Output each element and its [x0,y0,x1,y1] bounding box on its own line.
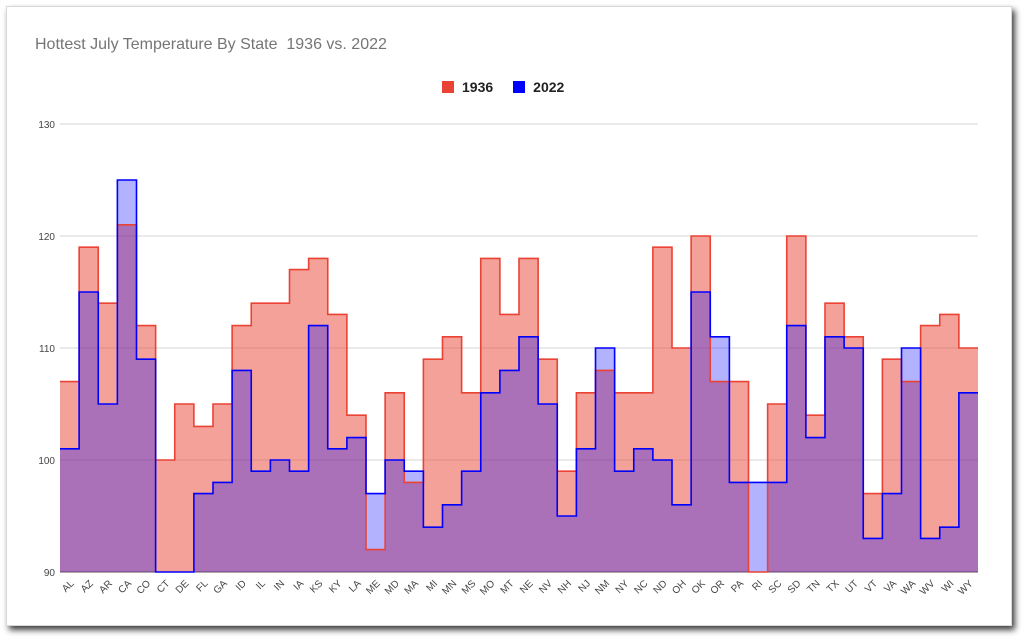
legend-swatch-1936 [442,81,454,93]
x-tick-PA: PA [729,578,746,595]
x-tick-OH: OH [670,578,688,596]
x-tick-IA: IA [292,578,307,593]
x-tick-NE: NE [518,578,536,596]
x-tick-SC: SC [767,578,785,596]
x-tick-MT: MT [499,578,517,596]
x-tick-AZ: AZ [79,578,96,595]
x-tick-ND: ND [652,578,670,596]
x-tick-AR: AR [97,578,115,596]
x-tick-KS: KS [308,578,325,595]
x-tick-WV: WV [918,578,937,597]
x-tick-NH: NH [556,578,574,596]
series-lines [60,179,978,573]
x-tick-GA: GA [212,578,230,596]
legend-swatch-2022 [513,81,526,93]
legend-label-1936: 1936 [462,79,494,95]
x-tick-TX: TX [825,578,842,595]
y-tick-100: 100 [38,456,55,467]
legend-label-2022: 2022 [533,79,565,95]
x-tick-NV: NV [537,578,555,596]
x-tick-OK: OK [690,578,708,596]
x-tick-RI: RI [750,578,765,593]
x-tick-IN: IN [272,578,287,593]
x-tick-NC: NC [632,578,650,596]
x-tick-ME: ME [364,578,383,597]
y-tick-120: 120 [38,232,55,243]
x-tick-MA: MA [403,578,422,597]
x-tick-TN: TN [805,578,822,595]
x-tick-NJ: NJ [577,578,593,594]
x-tick-NM: NM [593,578,612,597]
series-areas [60,180,978,573]
legend-item-2022[interactable]: 2022 [513,79,564,95]
chart-legend: 1936 2022 [442,79,584,95]
x-tick-VA: VA [882,578,899,595]
x-tick-WA: WA [899,578,918,597]
x-tick-IL: IL [254,578,268,592]
y-tick-90: 90 [44,568,56,579]
x-tick-CO: CO [135,578,154,597]
y-tick-130: 130 [38,120,55,131]
y-tick-labels: 90 100 110 120 130 [38,120,55,579]
x-tick-FL: FL [195,578,211,594]
x-tick-NY: NY [614,578,632,596]
x-tick-UT: UT [844,578,861,595]
x-tick-CA: CA [116,578,134,596]
x-tick-MO: MO [478,578,497,597]
x-tick-AL: AL [60,578,77,595]
line-2022 [60,179,978,573]
x-tick-WY: WY [956,578,975,597]
chart-title: Hottest July Temperature By State 1936 v… [35,36,387,53]
x-tick-MD: MD [383,578,402,597]
x-tick-CT: CT [155,578,172,595]
legend-item-1936[interactable]: 1936 [442,79,493,95]
x-tick-ID: ID [234,578,249,593]
y-tick-110: 110 [39,344,55,355]
x-tick-OR: OR [709,578,727,596]
x-tick-MS: MS [460,578,479,597]
x-tick-WI: WI [940,578,956,594]
x-tick-DE: DE [174,578,192,596]
x-tick-MN: MN [440,578,459,597]
x-tick-LA: LA [347,578,364,595]
area-2022 [60,180,978,572]
x-tick-VT: VT [863,578,880,595]
x-tick-MI: MI [424,578,440,594]
x-tick-labels: AL AZ AR CA CO CT DE FL GA ID IL IN IA KS KY LA ME MD MA MI… [60,578,976,597]
x-tick-KY: KY [327,578,344,595]
x-tick-SD: SD [786,578,804,596]
